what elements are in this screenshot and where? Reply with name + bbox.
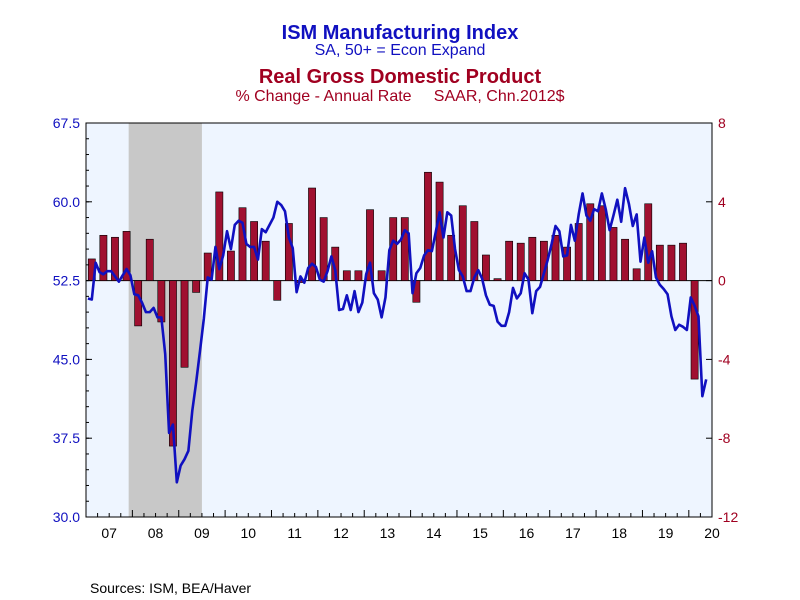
gdp-bar <box>667 244 676 281</box>
gdp-bar <box>400 217 409 281</box>
chart-titles: ISM Manufacturing Index SA, 50+ = Econ E… <box>235 22 564 105</box>
gdp-bar <box>122 231 131 281</box>
gdp-bar <box>493 278 502 281</box>
ism-line <box>87 186 708 484</box>
right-tick-label: -8 <box>718 430 731 446</box>
gdp-bar <box>192 280 201 293</box>
x-tick-label: 16 <box>519 525 535 541</box>
gdp-bar <box>377 270 386 281</box>
source-note: Sources: ISM, BEA/Haver <box>90 580 251 596</box>
gdp-bar <box>516 242 525 281</box>
left-tick-label: 67.5 <box>53 115 80 131</box>
left-tick-label: 52.5 <box>53 273 80 289</box>
right-tick-label: 8 <box>718 115 726 131</box>
gdp-bar <box>342 270 351 281</box>
gdp-bar <box>597 205 606 281</box>
x-tick-label: 13 <box>380 525 396 541</box>
gdp-bar <box>574 223 583 281</box>
x-tick-label: 14 <box>426 525 442 541</box>
x-tick-label: 12 <box>333 525 349 541</box>
chart-subtitle-gdp: % Change - Annual Rate SAAR, Chn.2012$ <box>235 88 564 105</box>
gdp-bar <box>308 187 316 281</box>
gdp-bar <box>169 280 177 447</box>
x-tick-label: 19 <box>658 525 674 541</box>
gdp-bar <box>180 280 189 368</box>
right-tick-label: 4 <box>718 194 726 210</box>
chart-title-ism: ISM Manufacturing Index <box>282 22 519 44</box>
gdp-bar <box>354 270 363 281</box>
gdp-bar <box>261 240 270 281</box>
x-tick-label: 15 <box>472 525 488 541</box>
x-tick-label: 11 <box>287 525 302 541</box>
right-tick-label: -4 <box>718 351 731 367</box>
gdp-bar <box>157 280 166 323</box>
right-tick-label: -12 <box>718 509 738 525</box>
left-tick-label: 30.0 <box>53 509 80 525</box>
chart-title-gdp: Real Gross Domestic Product <box>259 66 542 88</box>
gdp-bar <box>632 268 641 281</box>
gdp-bar <box>273 280 282 301</box>
gdp-bar <box>528 236 537 281</box>
x-tick-label: 09 <box>194 525 210 541</box>
x-axis: 07 08 09 10 11 12 13 14 15 16 17 18 19 20 <box>85 510 720 541</box>
x-tick-label: 17 <box>565 525 581 541</box>
gdp-bar <box>690 280 699 380</box>
gdp-bar <box>586 203 595 281</box>
gdp-bar <box>621 238 629 281</box>
gdp-bar <box>99 234 108 281</box>
gdp-bar <box>609 227 618 281</box>
left-tick-label: 45.0 <box>53 351 80 367</box>
left-tick-label: 37.5 <box>53 430 80 446</box>
gdp-bar <box>227 250 235 281</box>
gdp-bar <box>505 240 514 281</box>
x-tick-label: 07 <box>101 525 117 541</box>
gdp-bar <box>551 234 560 281</box>
left-axis: 30.0 37.5 45.0 52.5 60.0 67.5 <box>53 115 92 525</box>
x-tick-label: 20 <box>704 525 720 541</box>
gdp-bar <box>215 191 224 281</box>
gdp-bar <box>111 236 119 281</box>
gdp-bar <box>145 238 154 281</box>
gdp-bar <box>238 207 247 281</box>
right-tick-label: 0 <box>718 273 726 289</box>
chart-subtitle-ism: SA, 50+ = Econ Expand <box>315 42 486 59</box>
gdp-bar <box>482 254 490 281</box>
x-tick-label: 10 <box>241 525 257 541</box>
right-axis: -12 -8 -4 0 4 8 <box>706 115 738 525</box>
x-tick-label: 08 <box>148 525 164 541</box>
gdp-bar <box>424 171 432 281</box>
gdp-bar <box>447 234 456 281</box>
x-tick-label: 18 <box>611 525 627 541</box>
gdp-bar <box>655 244 664 281</box>
gdp-bar <box>366 209 374 281</box>
gdp-bar <box>679 242 687 281</box>
gdp-bar <box>458 205 467 281</box>
left-tick-label: 60.0 <box>53 194 80 210</box>
gdp-bar <box>134 280 143 327</box>
